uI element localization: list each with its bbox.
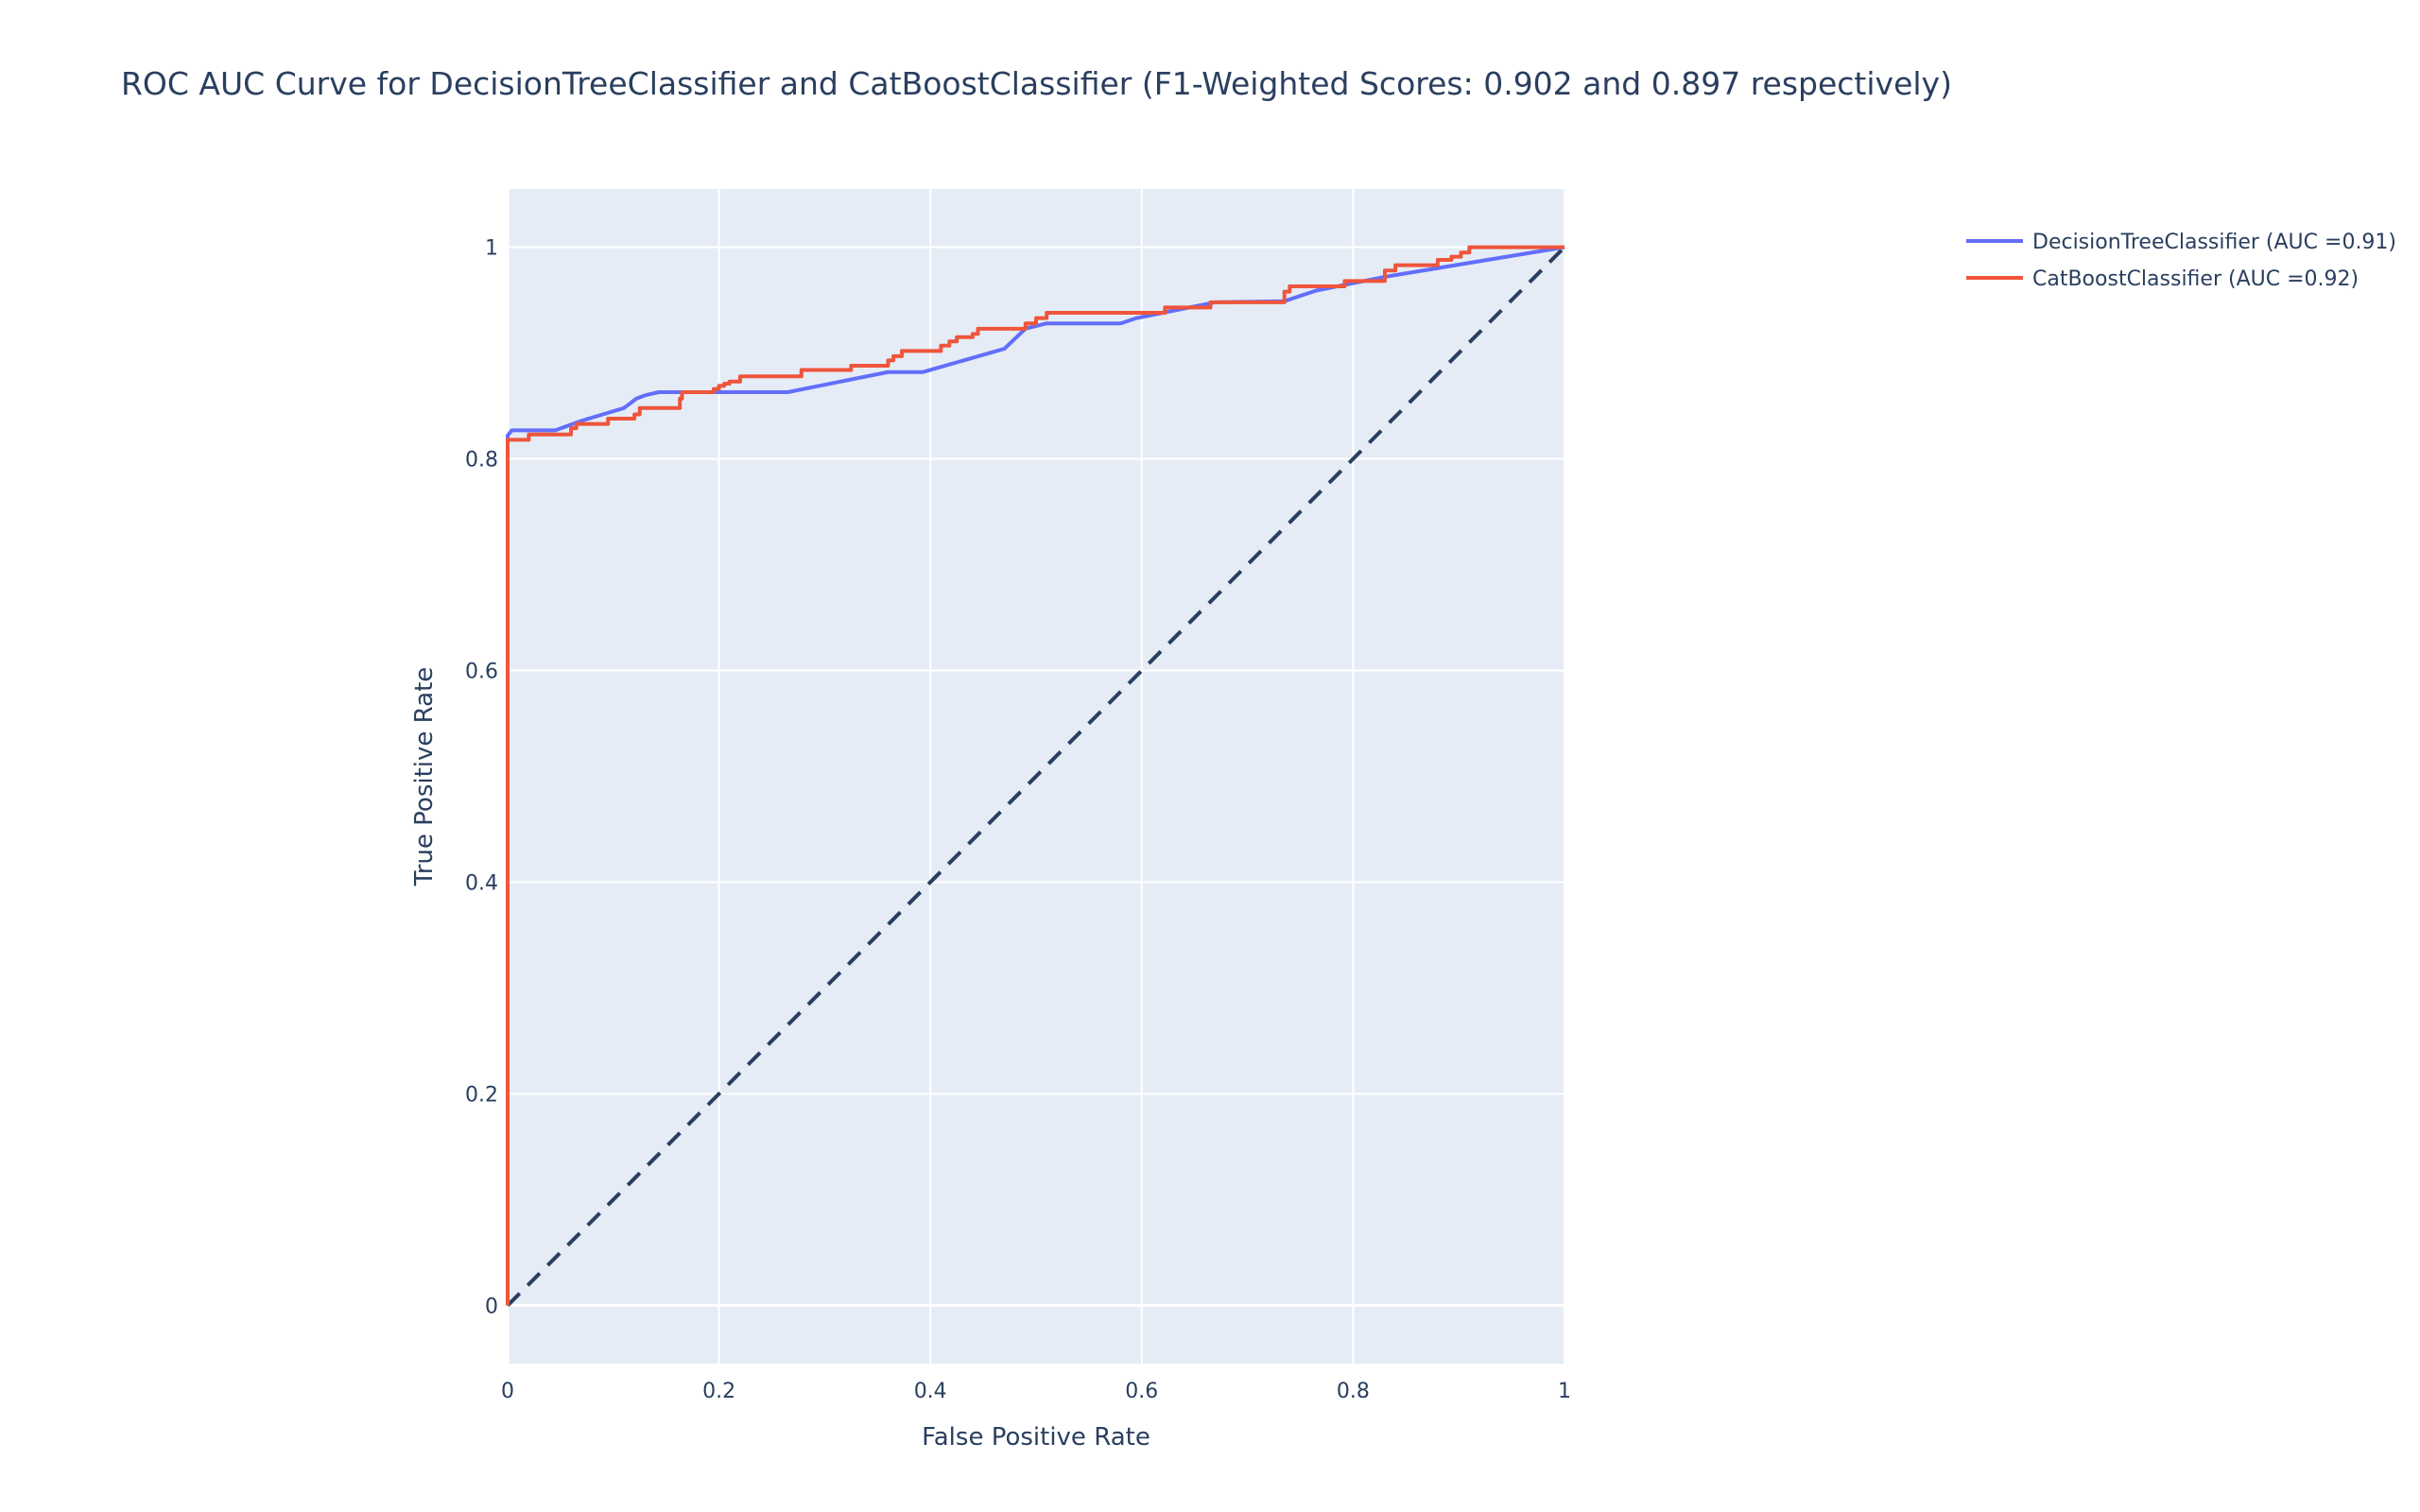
legend-item-label[interactable]: CatBoostClassifier (AUC =0.92) — [2032, 267, 2359, 291]
x-tick-label: 1 — [1558, 1380, 1571, 1403]
y-tick-label: 1 — [485, 237, 498, 261]
y-tick-label: 0.2 — [465, 1083, 498, 1107]
y-tick-label: 0.8 — [465, 449, 498, 472]
tick-labels: 0 0.2 0.4 0.6 0.8 1 0 0.2 0.4 0.6 0.8 1 — [465, 237, 1571, 1403]
series-line-catboostclassifier — [506, 245, 1564, 1306]
x-axis-title: False Positive Rate — [922, 1423, 1150, 1452]
y-tick-label: 0.6 — [465, 661, 498, 684]
chart-title: ROC AUC Curve for DecisionTreeClassifier… — [121, 65, 1952, 102]
x-tick-label: 0.6 — [1125, 1380, 1158, 1403]
y-axis-title: True Positive Rate — [410, 667, 439, 887]
diagonal-reference-line — [506, 246, 1566, 1307]
series-layer — [506, 245, 1566, 1307]
x-tick-label: 0 — [501, 1380, 514, 1403]
y-tick-label: 0 — [485, 1295, 498, 1318]
legend[interactable]: DecisionTreeClassifier (AUC =0.91) CatBoo… — [1966, 231, 2396, 291]
x-tick-label: 0.2 — [702, 1380, 735, 1403]
x-tick-label: 0.8 — [1337, 1380, 1370, 1403]
x-tick-label: 0.4 — [914, 1380, 947, 1403]
grid — [506, 189, 1565, 1364]
legend-item-label[interactable]: DecisionTreeClassifier (AUC =0.91) — [2032, 231, 2396, 254]
y-tick-label: 0.4 — [465, 871, 498, 895]
